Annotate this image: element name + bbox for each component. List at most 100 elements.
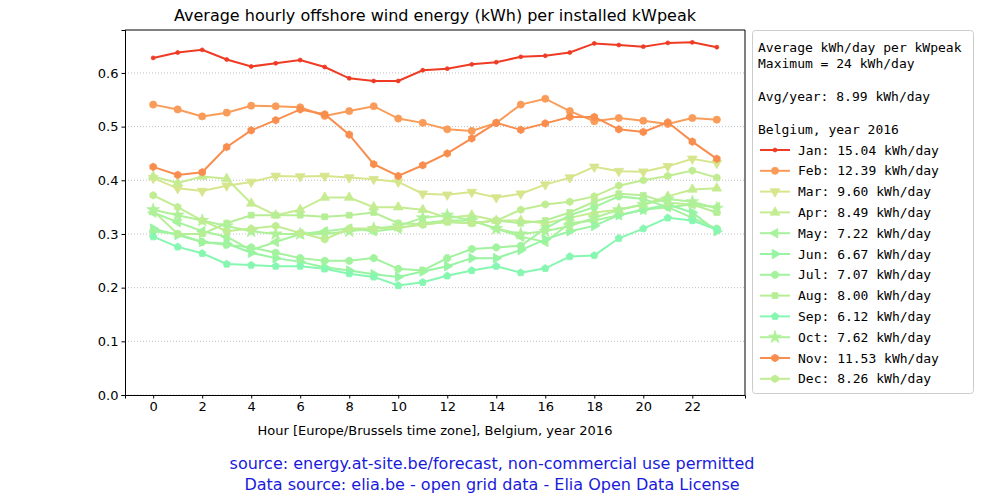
series-line — [153, 171, 717, 240]
y-tick-mark — [122, 127, 126, 128]
data-point — [222, 173, 232, 181]
x-tick-label: 14 — [488, 399, 505, 414]
legend-label: May: 7.22 kWh/day — [798, 226, 931, 241]
y-tick: 0.3 — [98, 227, 125, 242]
data-point — [445, 67, 449, 71]
legend-line — [760, 149, 790, 151]
data-point — [295, 204, 305, 212]
data-point — [393, 202, 403, 210]
data-point — [689, 167, 696, 175]
data-point — [640, 117, 647, 124]
series — [147, 192, 723, 239]
chart: 02468101214161820220.00.10.20.30.40.50.6… — [0, 0, 1000, 500]
series-line — [153, 204, 717, 276]
data-point — [493, 218, 499, 224]
axis-line — [126, 396, 746, 399]
data-point — [688, 156, 698, 164]
y-tick: 0.5 — [98, 119, 125, 134]
legend-label: Dec: 8.26 kWh/day — [798, 371, 931, 386]
data-point — [714, 226, 722, 236]
legend-title: Average kWh/day per kWpeak — [758, 40, 962, 55]
data-point — [468, 219, 475, 227]
grid-line — [125, 72, 745, 73]
data-point — [517, 206, 524, 214]
legend-marker — [771, 313, 778, 320]
data-point — [151, 56, 155, 60]
x-tick-label: 2 — [199, 399, 207, 414]
data-point — [540, 182, 550, 190]
data-point — [248, 127, 255, 135]
data-point — [664, 214, 671, 221]
data-point — [174, 171, 181, 179]
data-point — [199, 217, 206, 225]
data-point — [686, 195, 699, 207]
data-point — [173, 186, 183, 194]
legend-title: Avg/year: 8.99 kWh/day — [758, 89, 930, 104]
data-point — [346, 131, 353, 139]
data-point — [198, 249, 205, 256]
series — [151, 40, 719, 83]
data-point — [665, 172, 672, 180]
legend-label: Jan: 15.04 kWh/day — [798, 143, 939, 158]
data-point — [641, 45, 645, 49]
y-tick: 0.2 — [98, 280, 125, 295]
data-point — [395, 282, 402, 289]
data-point — [346, 212, 352, 218]
data-point — [246, 179, 256, 187]
data-point — [591, 252, 598, 259]
legend-marker — [771, 271, 778, 278]
data-point — [617, 43, 621, 47]
data-point — [369, 176, 379, 184]
data-point — [393, 179, 403, 187]
data-point — [298, 58, 302, 62]
data-point — [470, 62, 474, 66]
data-point — [148, 171, 158, 179]
data-point — [663, 164, 673, 172]
data-point — [396, 79, 400, 83]
legend-marker — [771, 167, 778, 174]
y-tick-label: 0.5 — [98, 119, 119, 134]
data-point — [271, 210, 281, 218]
data-point — [344, 175, 354, 183]
data-point — [174, 243, 181, 250]
data-point — [419, 119, 426, 126]
y-tick-mark — [122, 180, 126, 181]
legend-label: Aug: 8.00 kWh/day — [798, 288, 931, 303]
grid-line — [125, 287, 745, 288]
y-tick: 0.6 — [98, 66, 125, 81]
data-point — [395, 172, 402, 180]
data-point — [245, 225, 258, 237]
legend-entry: Nov: 11.53 kWh/day — [760, 351, 939, 366]
x-tick: 2 — [199, 395, 207, 414]
legend-entry: Oct: 7.62 kWh/day — [760, 330, 931, 345]
legend-marker — [772, 249, 780, 259]
legend-label: Apr: 8.49 kWh/day — [798, 205, 931, 220]
data-point — [320, 173, 330, 181]
data-point — [615, 114, 622, 121]
data-point — [688, 184, 698, 192]
legend-label: Nov: 11.53 kWh/day — [798, 351, 939, 366]
legend-label: Mar: 9.60 kWh/day — [798, 184, 931, 199]
series — [148, 156, 721, 203]
data-point — [516, 191, 526, 199]
data-point — [297, 212, 303, 218]
series-line — [153, 199, 717, 234]
data-point — [273, 212, 279, 218]
data-point — [713, 116, 720, 123]
data-point — [272, 222, 279, 230]
legend-marker — [772, 354, 779, 362]
data-point — [346, 225, 353, 233]
data-point — [246, 198, 256, 206]
series-line — [153, 194, 717, 234]
data-point — [493, 244, 500, 251]
data-point — [321, 265, 328, 272]
data-point — [614, 168, 624, 176]
y-tick-label: 0.6 — [98, 66, 119, 81]
data-point — [493, 253, 501, 263]
data-point — [493, 119, 500, 127]
data-point — [223, 241, 230, 248]
legend-entry: Jul: 7.07 kWh/day — [760, 267, 931, 282]
data-point — [272, 249, 279, 256]
data-point — [344, 192, 354, 200]
legend-title: Maximum = 24 kWh/day — [758, 56, 915, 71]
